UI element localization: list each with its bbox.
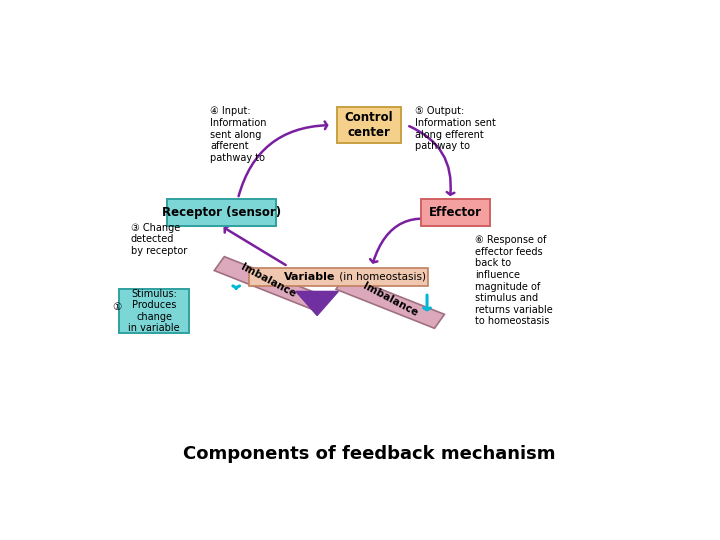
Polygon shape	[296, 292, 338, 315]
Text: Variable: Variable	[284, 272, 336, 282]
Text: Control
center: Control center	[345, 111, 393, 139]
Text: ④ Input:
Information
sent along
afferent
pathway to: ④ Input: Information sent along afferent…	[210, 106, 266, 163]
Text: Receptor (sensor): Receptor (sensor)	[161, 206, 281, 219]
Text: ③ Change
detected
by receptor: ③ Change detected by receptor	[131, 223, 187, 256]
Text: ①: ①	[112, 302, 122, 312]
Text: Imbalance: Imbalance	[361, 281, 420, 319]
Text: Stimulus:
Produces
change
in variable: Stimulus: Produces change in variable	[128, 288, 180, 333]
FancyBboxPatch shape	[249, 267, 428, 286]
Text: Effector: Effector	[429, 206, 482, 219]
Text: (in homeostasis): (in homeostasis)	[336, 272, 426, 282]
Text: Components of feedback mechanism: Components of feedback mechanism	[183, 444, 555, 463]
Text: ⑤ Output:
Information sent
along efferent
pathway to: ⑤ Output: Information sent along efferen…	[415, 106, 495, 151]
Text: Imbalance: Imbalance	[239, 262, 298, 300]
FancyBboxPatch shape	[337, 107, 401, 143]
Polygon shape	[336, 275, 444, 328]
FancyBboxPatch shape	[420, 199, 490, 226]
Polygon shape	[215, 256, 323, 309]
FancyBboxPatch shape	[120, 289, 189, 333]
Text: ⑥ Response of
effector feeds
back to
influence
magnitude of
stimulus and
returns: ⑥ Response of effector feeds back to inf…	[475, 235, 553, 327]
FancyBboxPatch shape	[167, 199, 276, 226]
